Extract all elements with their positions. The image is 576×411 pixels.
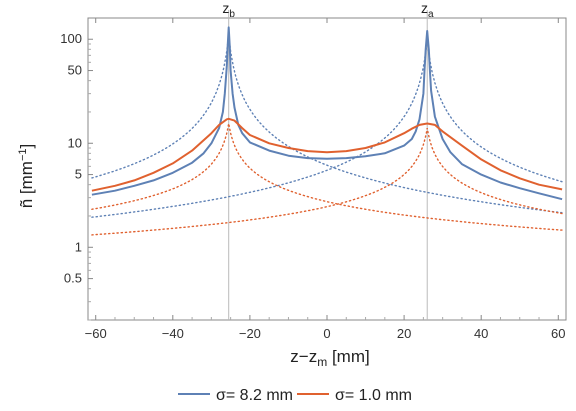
annotation-zb: zb <box>222 0 235 20</box>
series-line-1 <box>91 117 563 192</box>
legend-label-sigma-1.0: σ= 1.0 mm <box>335 387 412 404</box>
y-tick-label: 1 <box>75 239 82 254</box>
legend: σ= 8.2 mm σ= 1.0 mm <box>178 387 412 404</box>
x-tick-label: 40 <box>474 326 488 341</box>
y-tick-label: 100 <box>60 31 82 46</box>
x-tick-label: 60 <box>551 326 565 341</box>
series-line-0 <box>91 26 563 201</box>
y-tick-label: 50 <box>68 63 82 78</box>
annotation-za: za <box>421 0 434 20</box>
x-tick-label: −20 <box>239 326 261 341</box>
component-curve <box>91 127 563 236</box>
y-axis-label: ñ [mm−1] <box>17 144 36 209</box>
x-tick-label: 0 <box>323 326 330 341</box>
x-tick-label: 20 <box>397 326 411 341</box>
component-curve <box>91 34 563 214</box>
component-curve <box>91 123 563 231</box>
component-curve <box>91 39 563 218</box>
x-tick-label: −40 <box>162 326 184 341</box>
legend-label-sigma-8.2: σ= 8.2 mm <box>216 387 293 404</box>
y-tick-label: 10 <box>68 135 82 150</box>
y-tick-label: 5 <box>75 167 82 182</box>
x-axis-label: z−zm [mm] <box>290 347 369 369</box>
y-tick-label: 0.5 <box>64 271 82 286</box>
x-tick-label: −60 <box>85 326 107 341</box>
